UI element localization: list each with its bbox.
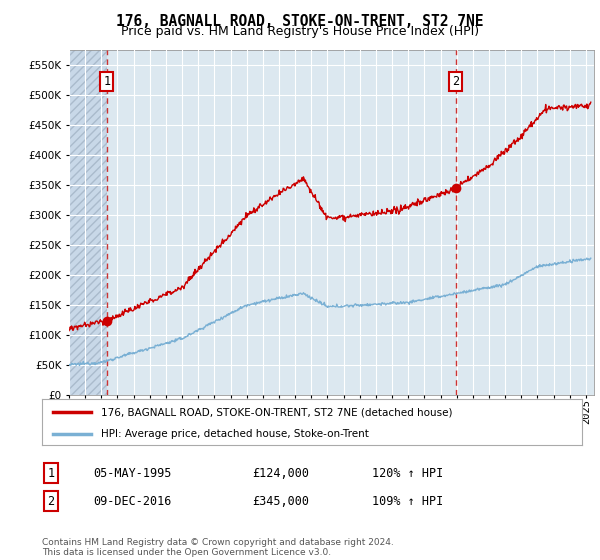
Text: 120% ↑ HPI: 120% ↑ HPI [372,466,443,480]
Text: 176, BAGNALL ROAD, STOKE-ON-TRENT, ST2 7NE: 176, BAGNALL ROAD, STOKE-ON-TRENT, ST2 7… [116,14,484,29]
Text: Contains HM Land Registry data © Crown copyright and database right 2024.
This d: Contains HM Land Registry data © Crown c… [42,538,394,557]
Text: 1: 1 [103,75,110,88]
Text: HPI: Average price, detached house, Stoke-on-Trent: HPI: Average price, detached house, Stok… [101,429,369,438]
Bar [69,50,107,395]
Text: 1: 1 [47,466,55,480]
Text: Price paid vs. HM Land Registry's House Price Index (HPI): Price paid vs. HM Land Registry's House … [121,25,479,38]
Text: 09-DEC-2016: 09-DEC-2016 [93,494,172,508]
Text: £345,000: £345,000 [252,494,309,508]
Text: 176, BAGNALL ROAD, STOKE-ON-TRENT, ST2 7NE (detached house): 176, BAGNALL ROAD, STOKE-ON-TRENT, ST2 7… [101,407,453,417]
Text: 2: 2 [452,75,459,88]
Text: 109% ↑ HPI: 109% ↑ HPI [372,494,443,508]
Text: £124,000: £124,000 [252,466,309,480]
Text: 05-MAY-1995: 05-MAY-1995 [93,466,172,480]
Text: 2: 2 [47,494,55,508]
